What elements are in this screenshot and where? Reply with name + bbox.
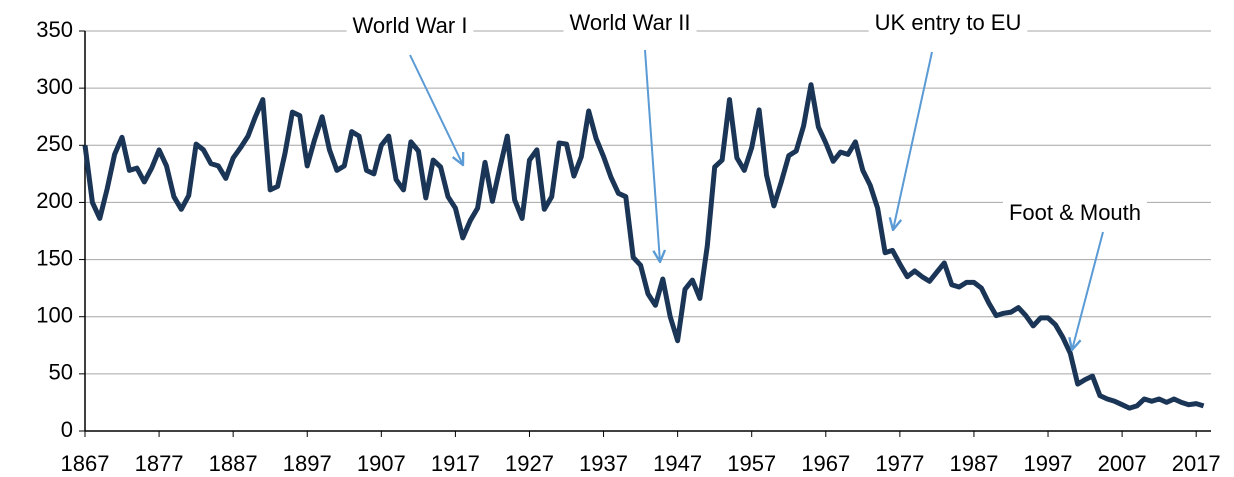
annotation: Foot & Mouth: [1009, 200, 1141, 225]
annotation-bg: [1002, 199, 1148, 225]
y-tick-label: 150: [36, 245, 73, 270]
data-line: [82, 82, 1205, 411]
annotation-bg: [563, 9, 697, 35]
x-tick-label: 1917: [431, 451, 480, 476]
annotation: UK entry to EU: [875, 10, 1022, 35]
y-tick-label: 350: [36, 17, 73, 42]
y-tick-label: 0: [61, 417, 73, 442]
annotation-arrow: [893, 51, 933, 230]
annotation-bg: [346, 12, 474, 38]
x-tick-label: 1877: [135, 451, 184, 476]
y-tick-label: 300: [36, 74, 73, 99]
y-tick-label: 100: [36, 303, 73, 328]
x-tick-label: 1907: [357, 451, 406, 476]
x-tick-label: 1937: [579, 451, 628, 476]
x-tick-label: 1977: [875, 451, 924, 476]
x-tick-label: 1887: [209, 451, 258, 476]
x-tick-label: 1927: [505, 451, 554, 476]
x-tick-label: 1967: [801, 451, 850, 476]
annotation: World War I: [353, 13, 468, 38]
x-tick-label: 1867: [61, 451, 110, 476]
x-tick-label: 1897: [283, 451, 332, 476]
y-tick-label: 250: [36, 131, 73, 156]
x-tick-label: 2007: [1098, 451, 1147, 476]
x-tick-label: 2017: [1172, 451, 1221, 476]
annotation-arrow: [1072, 231, 1104, 350]
x-tick-label: 1957: [727, 451, 776, 476]
annotation-arrow: [644, 49, 660, 262]
y-tick-label: 50: [49, 360, 73, 385]
x-tick-label: 1987: [949, 451, 998, 476]
x-tick-label: 1947: [653, 451, 702, 476]
annotation-bg: [868, 9, 1028, 35]
x-tick-label: 1997: [1024, 451, 1073, 476]
annotation-arrow: [409, 54, 463, 165]
y-tick-label: 200: [36, 188, 73, 213]
annotation: World War II: [569, 10, 690, 35]
